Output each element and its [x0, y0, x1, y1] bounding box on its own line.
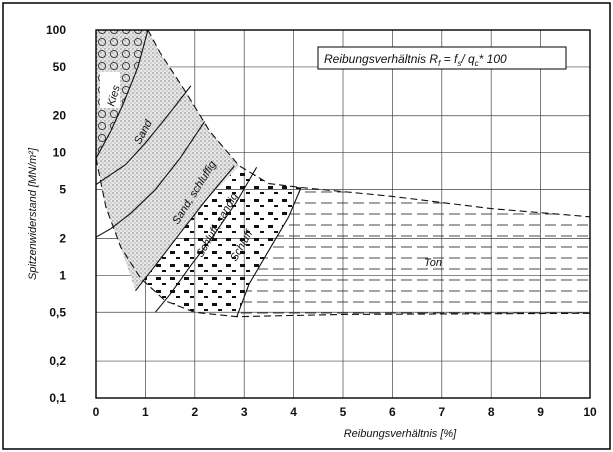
x-tick-label: 4	[290, 405, 297, 419]
zone-sand-area	[96, 30, 240, 291]
y-tick-label: 5	[59, 183, 66, 197]
zone-schluff-area	[135, 165, 301, 317]
y-axis-label: Spitzenwiderstand [MN/m²]	[27, 147, 39, 280]
y-tick-label: 20	[53, 109, 67, 123]
x-tick-label: 10	[583, 405, 597, 419]
y-tick-label: 50	[53, 60, 67, 74]
y-tick-label: 1	[59, 268, 66, 282]
y-tick-label: 0,1	[49, 391, 66, 405]
x-tick-label: 0	[93, 405, 100, 419]
plot-border	[95, 29, 591, 399]
zone-label-ton: Ton	[424, 257, 442, 269]
envelope-dashed-line	[147, 30, 590, 218]
x-tick-label: 3	[241, 405, 248, 419]
x-tick-label: 5	[340, 405, 347, 419]
x-axis-label: Reibungsverhältnis [%]	[344, 428, 457, 440]
x-tick-label: 7	[438, 405, 445, 419]
zone-label-kies: Kies	[105, 83, 123, 107]
y-tick-label: 2	[59, 231, 66, 245]
annotation-box: Reibungsverhältnis Rf = fs/ qc* 100	[317, 46, 567, 70]
zone-boundary-line	[96, 85, 192, 185]
zone-boundary-line	[135, 165, 235, 292]
x-tick-label: 6	[389, 405, 396, 419]
x-tick-label: 1	[142, 405, 149, 419]
y-tick-label: 10	[53, 146, 67, 160]
zone-boundary-line	[236, 187, 302, 317]
x-tick-label: 9	[537, 405, 544, 419]
svg-text:Reibungsverhältnis Rf = fs/ qc: Reibungsverhältnis Rf = fs/ qc* 100	[324, 52, 507, 68]
zone-boundary-line	[154, 167, 258, 313]
y-tick-label: 100	[46, 23, 66, 37]
x-tick-label: 8	[488, 405, 495, 419]
zone-kies-area	[96, 30, 148, 159]
zone-boundary-line	[96, 121, 206, 238]
y-tick-labels: 100 50 20 10 5 2 1 0,5 0,2 0,1	[46, 23, 66, 405]
x-tick-label: 2	[191, 405, 198, 419]
zone-boundaries	[96, 30, 590, 318]
y-tick-label: 0,2	[49, 354, 66, 368]
x-tick-labels: 0 1 2 3 4 5 6 7 8 9 10	[93, 405, 597, 419]
zone-ton-area	[236, 187, 590, 317]
zone-boundary-line	[96, 30, 149, 159]
y-tick-label: 0,5	[49, 305, 66, 319]
